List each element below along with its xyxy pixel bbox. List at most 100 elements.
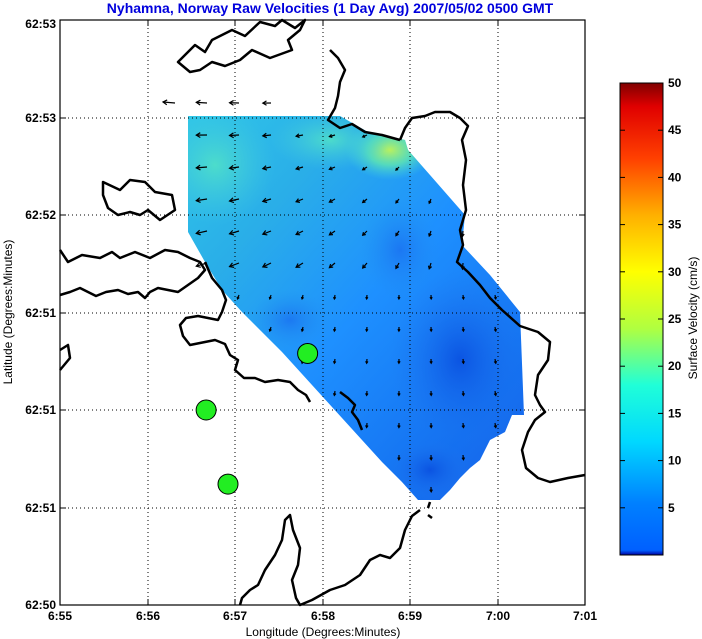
velocity-arrow (365, 390, 369, 397)
coastline (58, 18, 586, 607)
velocity-arrow (228, 262, 240, 268)
velocity-arrow (395, 262, 400, 270)
y-tick-labels: 62:50 62:51 62:51 62:51 62:52 62:53 62:5… (25, 17, 56, 612)
velocity-arrow (365, 358, 369, 365)
velocity-arrow (332, 390, 337, 397)
y-tick-label: 62:50 (25, 598, 56, 612)
velocity-arrow (268, 326, 272, 333)
station-marker (217, 473, 239, 495)
colorbar-tick-label: 25 (668, 312, 682, 326)
colorbar-tick-label: 20 (668, 359, 682, 373)
x-tick-label: 6:58 (311, 609, 335, 623)
colorbar-tick-label: 45 (668, 123, 682, 137)
velocity-arrow (195, 197, 208, 203)
colorbar-tick-label: 5 (668, 501, 675, 515)
velocity-arrow (397, 326, 401, 333)
y-tick-label: 62:51 (25, 306, 56, 320)
velocity-arrow (397, 358, 401, 365)
velocity-arrow (328, 166, 336, 171)
velocity-arrow (333, 294, 337, 301)
velocity-arrow (361, 166, 368, 171)
station-marker (297, 342, 319, 364)
velocity-arrow (328, 262, 336, 269)
velocity-arrow (427, 262, 432, 270)
velocity-arrow (261, 197, 272, 204)
x-ticks (59, 20, 586, 605)
y-tick-label: 62:52 (25, 208, 56, 222)
velocity-arrow (395, 230, 400, 237)
velocity-arrow (328, 198, 336, 203)
velocity-arrow (328, 230, 336, 236)
y-tick-label: 62:51 (25, 501, 56, 515)
velocity-arrow (228, 197, 240, 204)
velocity-arrow (397, 422, 401, 429)
velocity-arrow (461, 326, 465, 333)
velocity-arrow (361, 230, 368, 237)
velocity-arrow (395, 198, 400, 204)
velocity-arrow (268, 294, 272, 301)
velocity-arrow (429, 326, 433, 333)
velocity-arrow (429, 294, 433, 301)
velocity-arrow (461, 454, 466, 461)
x-axis-label: Longitude (Degrees:Minutes) (246, 625, 401, 639)
velocity-arrow (228, 99, 240, 106)
velocity-arrow (361, 134, 368, 138)
x-tick-label: 6:59 (398, 609, 422, 623)
velocity-arrow (261, 262, 272, 268)
velocity-arrow (461, 390, 465, 397)
velocity-arrow (195, 229, 208, 236)
velocity-arrow (161, 99, 176, 106)
velocity-arrow (429, 486, 433, 493)
colorbar-tick-label: 10 (668, 454, 682, 468)
velocity-arrow (328, 133, 336, 138)
colorbar-tick-label: 50 (668, 76, 682, 90)
colorbar-ticks: 5 10 15 20 25 30 35 40 45 50 (620, 76, 682, 515)
velocity-arrow (493, 390, 498, 397)
velocity-arrow (261, 165, 272, 171)
x-tick-label: 7:01 (573, 609, 597, 623)
velocity-arrow (493, 294, 498, 301)
velocity-arrow (228, 132, 240, 139)
velocity-arrow (300, 326, 305, 333)
velocity-arrow (493, 422, 498, 429)
velocity-arrow (332, 358, 337, 365)
velocity-arrow (493, 326, 498, 333)
velocity-arrow (195, 262, 208, 268)
velocity-arrow (195, 132, 208, 138)
velocity-arrow (461, 422, 466, 429)
velocity-arrow (294, 165, 304, 171)
velocity-arrow (295, 230, 304, 236)
y-ticks (60, 117, 585, 509)
velocity-arrow (397, 294, 401, 301)
y-tick-label: 62:51 (25, 403, 56, 417)
colorbar-tick-label: 40 (668, 170, 682, 184)
velocity-arrow (460, 230, 465, 238)
velocity-arrow (361, 262, 368, 269)
velocity-arrows (161, 99, 498, 493)
x-tick-label: 6:56 (136, 609, 160, 623)
velocity-arrow (429, 454, 433, 461)
velocity-arrow (361, 198, 368, 204)
colorbar (619, 82, 664, 556)
velocity-arrow (333, 326, 337, 333)
velocity-arrow (397, 454, 401, 461)
velocity-arrow (261, 100, 272, 106)
colorbar-label: Surface Velocity (cm/s) (686, 257, 700, 380)
y-axis-label: Latitude (Degrees:Minutes) (1, 240, 15, 385)
velocity-arrow (295, 198, 304, 203)
velocity-arrow (493, 358, 498, 365)
velocity-arrow (228, 229, 240, 236)
velocity-arrow (236, 294, 240, 301)
velocity-arrow (365, 422, 369, 429)
velocity-arrow (365, 326, 369, 333)
velocity-arrow (365, 294, 369, 301)
velocity-arrow (397, 390, 401, 397)
station-markers (195, 342, 319, 495)
colorbar-tick-label: 30 (668, 265, 682, 279)
x-tick-label: 6:55 (48, 609, 72, 623)
velocity-arrow (295, 262, 304, 268)
velocity-arrow (429, 422, 433, 429)
colorbar-tick-label: 15 (668, 406, 682, 420)
velocity-arrow (461, 358, 465, 365)
